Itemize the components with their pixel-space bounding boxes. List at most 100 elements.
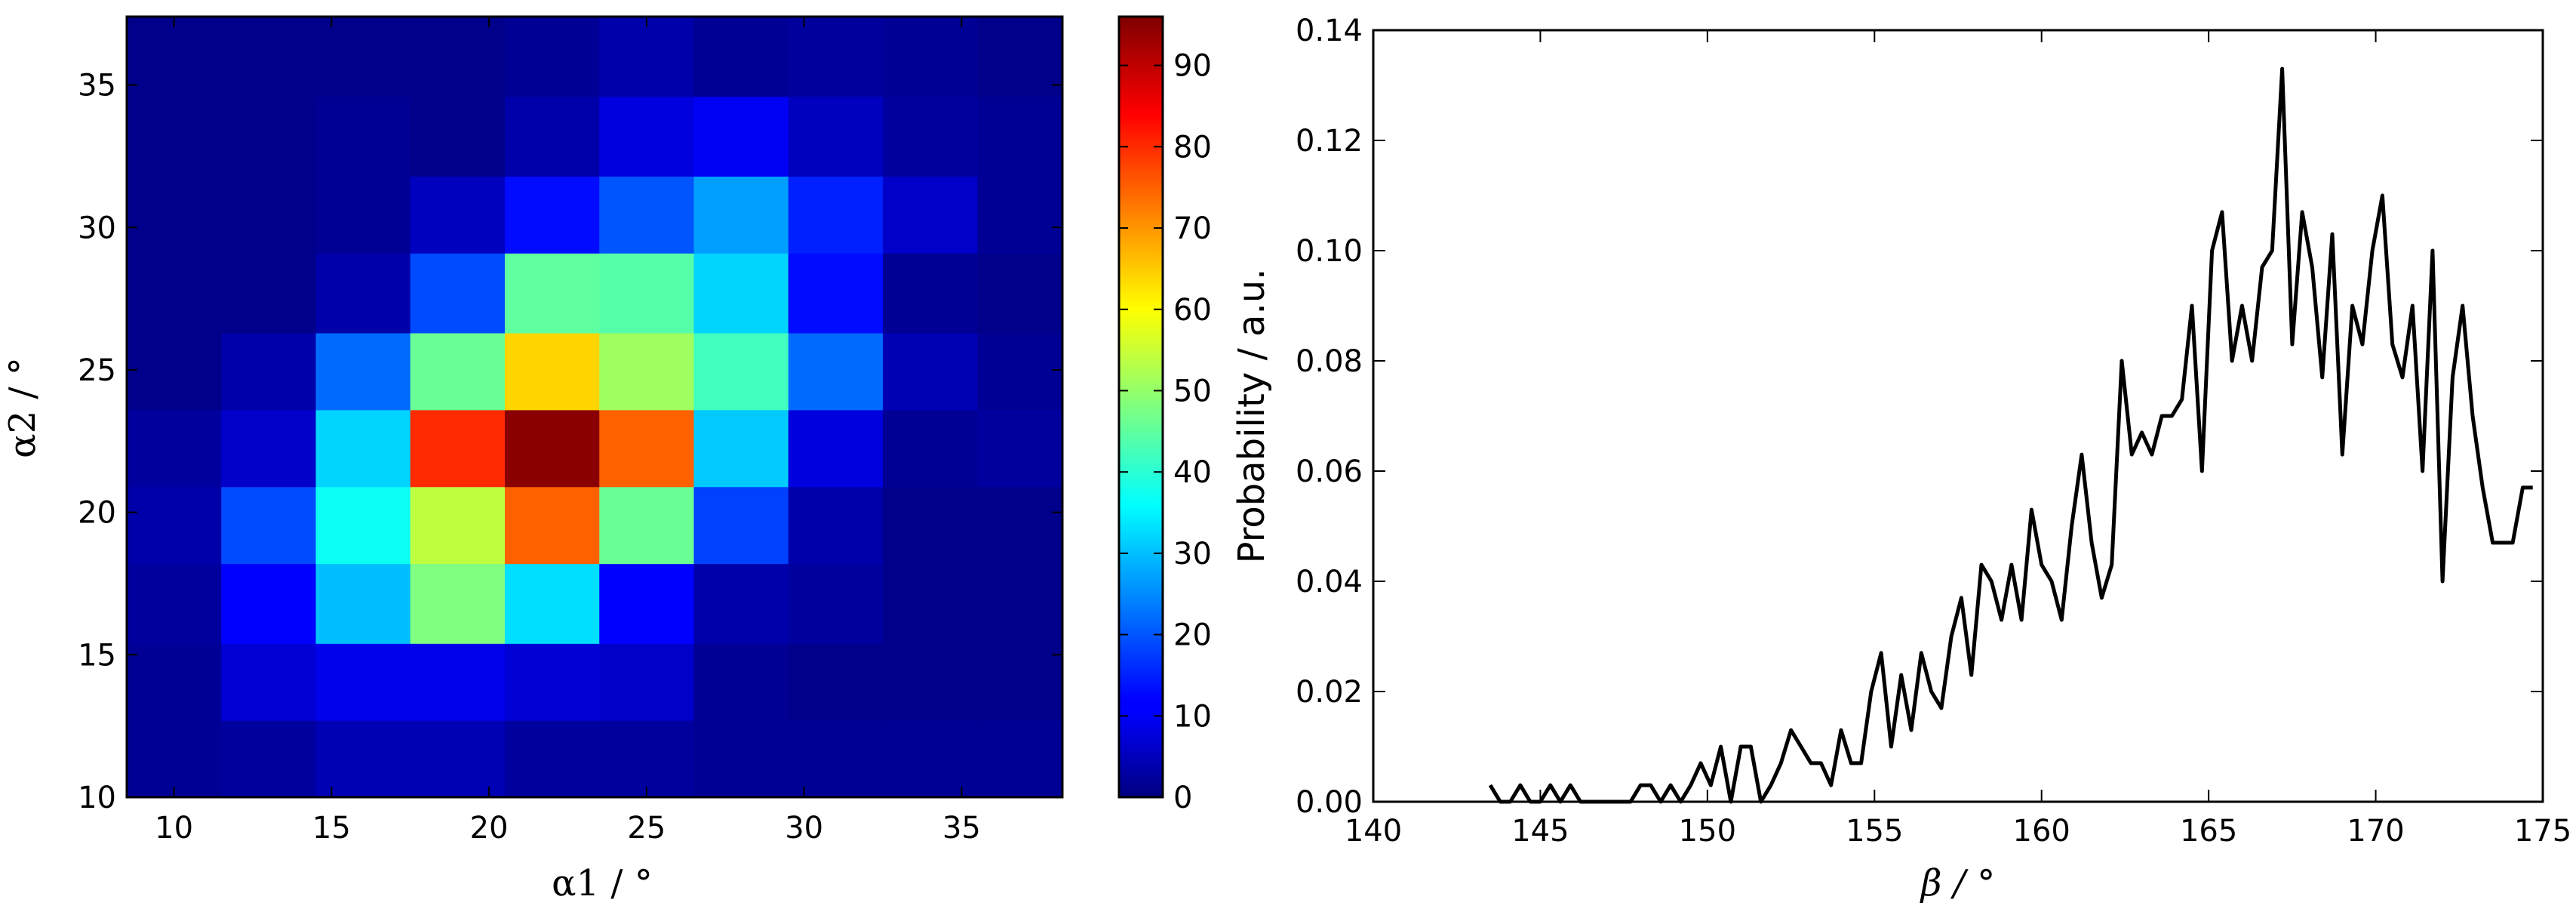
y-tick-label: 15 <box>78 638 116 673</box>
heatmap-cell <box>221 720 317 798</box>
heatmap-cell <box>977 643 1063 721</box>
heatmap-cell <box>315 332 411 411</box>
heatmap-cell <box>410 176 506 254</box>
heatmap-cell <box>410 486 506 565</box>
line-chart-frame <box>1372 29 2544 803</box>
heatmap-cell <box>410 96 506 177</box>
heatmap-cell <box>127 332 222 411</box>
heatmap-cell <box>693 720 789 798</box>
x-tick-label: 15 <box>312 811 351 846</box>
heatmap-cell <box>505 17 600 97</box>
x-tick-label: 175 <box>2514 814 2571 849</box>
heatmap-cell <box>127 643 222 721</box>
heatmap-cell <box>315 720 411 798</box>
y-tick-label: 20 <box>78 496 116 531</box>
colorbar-tick-label: 20 <box>1173 618 1212 653</box>
y-tick-label: 0.00 <box>1296 785 1363 820</box>
colorbar-tick-label: 60 <box>1173 293 1212 328</box>
x-tick-label: 20 <box>470 811 509 846</box>
heatmap-cell <box>883 720 978 798</box>
x-tick-label: 145 <box>1511 814 1569 849</box>
x-tick-label: 165 <box>2180 814 2237 849</box>
y-tick-label: 0.14 <box>1296 14 1363 48</box>
colorbar <box>1117 15 1164 799</box>
heatmap-cell <box>410 17 506 97</box>
heatmap-cell <box>788 409 884 488</box>
x-tick-label: 25 <box>627 811 666 846</box>
heatmap-cell <box>315 486 411 565</box>
heatmap-cell <box>221 643 317 721</box>
heatmap-cell <box>315 176 411 254</box>
y-tick-label: 0.10 <box>1296 234 1363 269</box>
heatmap-cell <box>127 486 222 565</box>
colorbar-ticks: 0 10 20 30 40 50 60 70 80 90 <box>1119 49 1212 815</box>
colorbar-tick-label: 80 <box>1173 130 1212 165</box>
heatmap-cell <box>127 17 222 97</box>
y-tick-label: 30 <box>78 211 116 245</box>
heatmap-x-axis-label: α1 / ° <box>552 862 653 904</box>
line-chart-x-ticks: 140 145 150 155 160 165 170 175 <box>1345 30 2571 849</box>
heatmap-cell <box>599 17 695 97</box>
colorbar-tick-label: 90 <box>1173 49 1212 84</box>
heatmap-cell <box>505 409 600 488</box>
heatmap-cell <box>127 409 222 488</box>
heatmap-cell <box>883 176 978 254</box>
heatmap-cell <box>599 563 695 644</box>
y-tick-label: 0.04 <box>1296 565 1363 599</box>
x-tick-label: 155 <box>1846 814 1903 849</box>
heatmap-cell <box>977 409 1063 488</box>
heatmap-cell <box>505 253 600 334</box>
heatmap-cell <box>788 643 884 721</box>
heatmap-cell <box>221 409 317 488</box>
heatmap-cell <box>599 486 695 565</box>
heatmap-cell <box>599 720 695 798</box>
y-tick-label: 10 <box>78 781 116 815</box>
y-tick-label: 0.02 <box>1296 675 1363 710</box>
heatmap-cell <box>221 332 317 411</box>
series-line <box>1488 66 2533 804</box>
colorbar-tick-label: 50 <box>1173 374 1212 408</box>
x-tick-label: 30 <box>785 811 823 846</box>
heatmap-cell <box>883 17 978 97</box>
x-tick-label: 160 <box>2013 814 2070 849</box>
heatmap-cell <box>693 486 789 565</box>
line-chart-y-ticks: 0.00 0.02 0.04 0.06 0.08 0.10 0.12 0.14 <box>1296 14 2543 820</box>
heatmap-cell <box>693 563 789 644</box>
heatmap-cell <box>788 563 884 644</box>
heatmap-cell <box>505 720 600 798</box>
heatmap-cell <box>693 253 789 334</box>
heatmap-cell <box>505 176 600 254</box>
heatmap-cell <box>221 253 317 334</box>
heatmap-cell <box>505 486 600 565</box>
heatmap-cell <box>599 409 695 488</box>
heatmap-cell <box>977 563 1063 644</box>
heatmap-cell <box>599 176 695 254</box>
heatmap-cell <box>505 332 600 411</box>
heatmap-cell <box>315 563 411 644</box>
heatmap-cell <box>127 720 222 798</box>
heatmap-cell <box>127 253 222 334</box>
heatmap-cell <box>221 563 317 644</box>
colorbar-tick-label: 30 <box>1173 537 1212 571</box>
heatmap-cell <box>977 176 1063 254</box>
x-tick-label: 140 <box>1345 814 1402 849</box>
colorbar-tick-label: 40 <box>1173 455 1212 490</box>
heatmap-cell <box>977 720 1063 798</box>
colorbar-tick-label: 70 <box>1173 211 1212 246</box>
heatmap-cell <box>505 96 600 177</box>
heatmap-cell <box>315 96 411 177</box>
heatmap-cell <box>883 253 978 334</box>
heatmap-cell <box>693 643 789 721</box>
heatmap-cell <box>693 409 789 488</box>
heatmap-cell <box>788 96 884 177</box>
y-tick-label: 35 <box>78 69 116 103</box>
line-chart-x-axis-label: β / ° <box>1920 862 1995 904</box>
heatmap-cell <box>788 17 884 97</box>
colorbar-tick-label: 10 <box>1173 699 1212 734</box>
x-tick-label: 10 <box>155 811 193 846</box>
y-tick-label: 0.06 <box>1296 454 1363 489</box>
heatmap-x-ticks: 10 15 20 25 30 35 <box>155 17 981 846</box>
colorbar-tick-label: 0 <box>1173 781 1192 815</box>
heatmap-cell <box>693 17 789 97</box>
